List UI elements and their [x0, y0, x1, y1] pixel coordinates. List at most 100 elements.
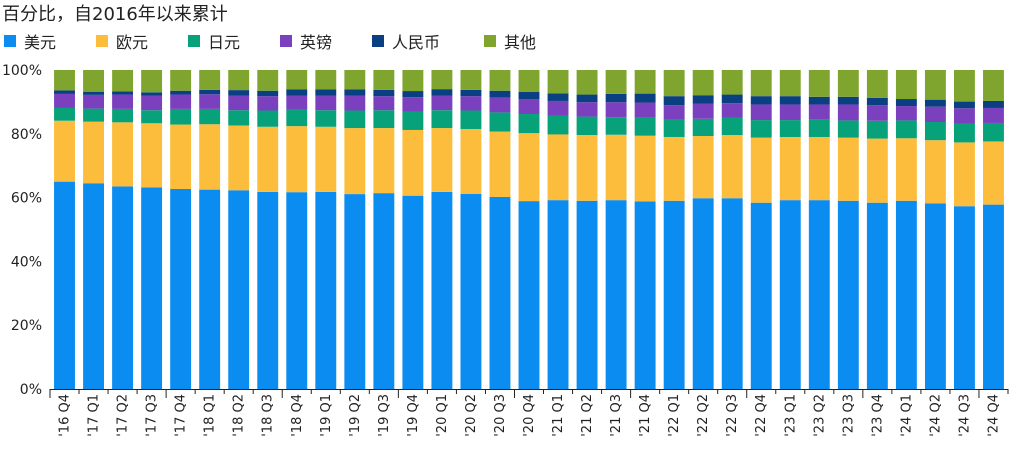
bar-segment	[170, 94, 192, 109]
x-tick-label: '20 Q3	[493, 394, 508, 437]
x-tick-label: '23 Q1	[783, 394, 798, 437]
bar-segment	[924, 99, 946, 107]
bar-segment	[750, 96, 772, 105]
y-tick-label: 20%	[11, 318, 42, 334]
bar-segment	[750, 70, 772, 97]
bar-segment	[54, 181, 75, 389]
bar-segment	[460, 129, 482, 194]
bar-segment	[489, 90, 511, 98]
bar-segment	[431, 110, 453, 129]
x-tick-label: '17 Q2	[116, 394, 131, 437]
bar-segment	[547, 70, 569, 94]
bar-segment	[547, 134, 569, 201]
legend-swatch-eur	[96, 35, 108, 47]
bar-segment	[779, 70, 801, 97]
bar-segment	[112, 91, 134, 95]
bar-segment	[228, 95, 250, 111]
bar-segment	[605, 117, 627, 135]
bar-segment	[54, 107, 75, 121]
bar-segment	[489, 97, 511, 113]
bar-segment	[983, 100, 1004, 108]
bar-segment	[257, 70, 279, 91]
bar-segment	[866, 105, 888, 121]
bar-segment	[431, 89, 453, 96]
bar-segment	[721, 70, 743, 95]
bar-segment	[373, 70, 395, 90]
bar-segment	[83, 183, 104, 389]
x-tick-label: '24 Q1	[899, 394, 914, 437]
bar-segment	[257, 110, 279, 127]
bar-segment	[518, 70, 540, 93]
bar-segment	[924, 122, 946, 141]
bar-segment	[866, 120, 888, 139]
x-tick-label: '18 Q2	[232, 394, 247, 437]
bar-segment	[779, 104, 801, 121]
bar-segment	[141, 92, 163, 96]
x-tick-label: '23 Q3	[841, 394, 856, 437]
y-tick-label: 0%	[20, 382, 42, 398]
x-tick-label: '17 Q1	[87, 394, 102, 437]
bar-segment	[141, 123, 163, 188]
bar-segment	[634, 70, 656, 94]
bar-segment	[199, 189, 221, 390]
bar-segment	[895, 138, 917, 201]
bar-segment	[692, 198, 714, 389]
bar-segment	[83, 108, 104, 122]
bar-segment	[547, 93, 569, 101]
bar-segment	[199, 108, 221, 125]
x-tick-label: '22 Q2	[696, 394, 711, 437]
bar-segment	[373, 110, 395, 129]
bar-segment	[518, 99, 540, 115]
bar-segment	[344, 70, 366, 90]
bar-segment	[721, 135, 743, 199]
bar-segment	[954, 142, 975, 207]
bar-segment	[924, 70, 946, 100]
bar-segment	[634, 93, 656, 103]
bar-segment	[663, 119, 685, 137]
bar-segment	[402, 70, 424, 92]
legend-swatch-cny	[372, 35, 384, 47]
bar-segment	[895, 120, 917, 139]
bar-segment	[228, 190, 250, 389]
bar-segment	[605, 134, 627, 201]
bar-segment	[199, 70, 221, 90]
bar-segment	[954, 101, 975, 109]
bar-segment	[634, 102, 656, 118]
legend-swatch-gbp	[280, 35, 292, 47]
bar-segment	[286, 70, 308, 90]
bar-segment	[895, 200, 917, 389]
bar-segment	[489, 131, 511, 197]
bar-segment	[112, 94, 134, 109]
bar-segment	[402, 129, 424, 196]
bar-segment	[286, 126, 308, 193]
bar-segment	[954, 108, 975, 124]
x-tick-label: '16 Q4	[58, 394, 73, 437]
bar-segment	[315, 70, 337, 90]
bar-segment	[605, 102, 627, 118]
bar-segment	[460, 193, 482, 389]
legend-label-cny: 人民币	[392, 33, 441, 52]
bar-segment	[808, 200, 830, 389]
bar-segment	[924, 140, 946, 204]
legend-label-gbp: 英镑	[300, 33, 333, 52]
bar-segment	[286, 109, 308, 127]
bar-segment	[866, 138, 888, 203]
x-tick-label: '17 Q3	[145, 394, 160, 437]
bar-segment	[576, 200, 598, 389]
bar-segment	[983, 107, 1004, 123]
legend-item-other: 其他	[484, 30, 536, 52]
bar-segment	[315, 95, 337, 111]
bar-segment	[431, 70, 453, 90]
bar-segment	[518, 92, 540, 100]
x-tick-label: '24 Q2	[928, 394, 943, 437]
bar-segment	[808, 96, 830, 105]
bar-segment	[170, 90, 192, 95]
bar-segment	[315, 89, 337, 96]
bar-segment	[663, 96, 685, 106]
bar-segment	[141, 70, 163, 93]
bar-segment	[257, 126, 279, 192]
x-tick-label: '22 Q4	[754, 394, 769, 437]
legend-label-other: 其他	[504, 33, 537, 52]
x-tick-label: '18 Q4	[290, 394, 305, 437]
bar-segment	[750, 137, 772, 203]
